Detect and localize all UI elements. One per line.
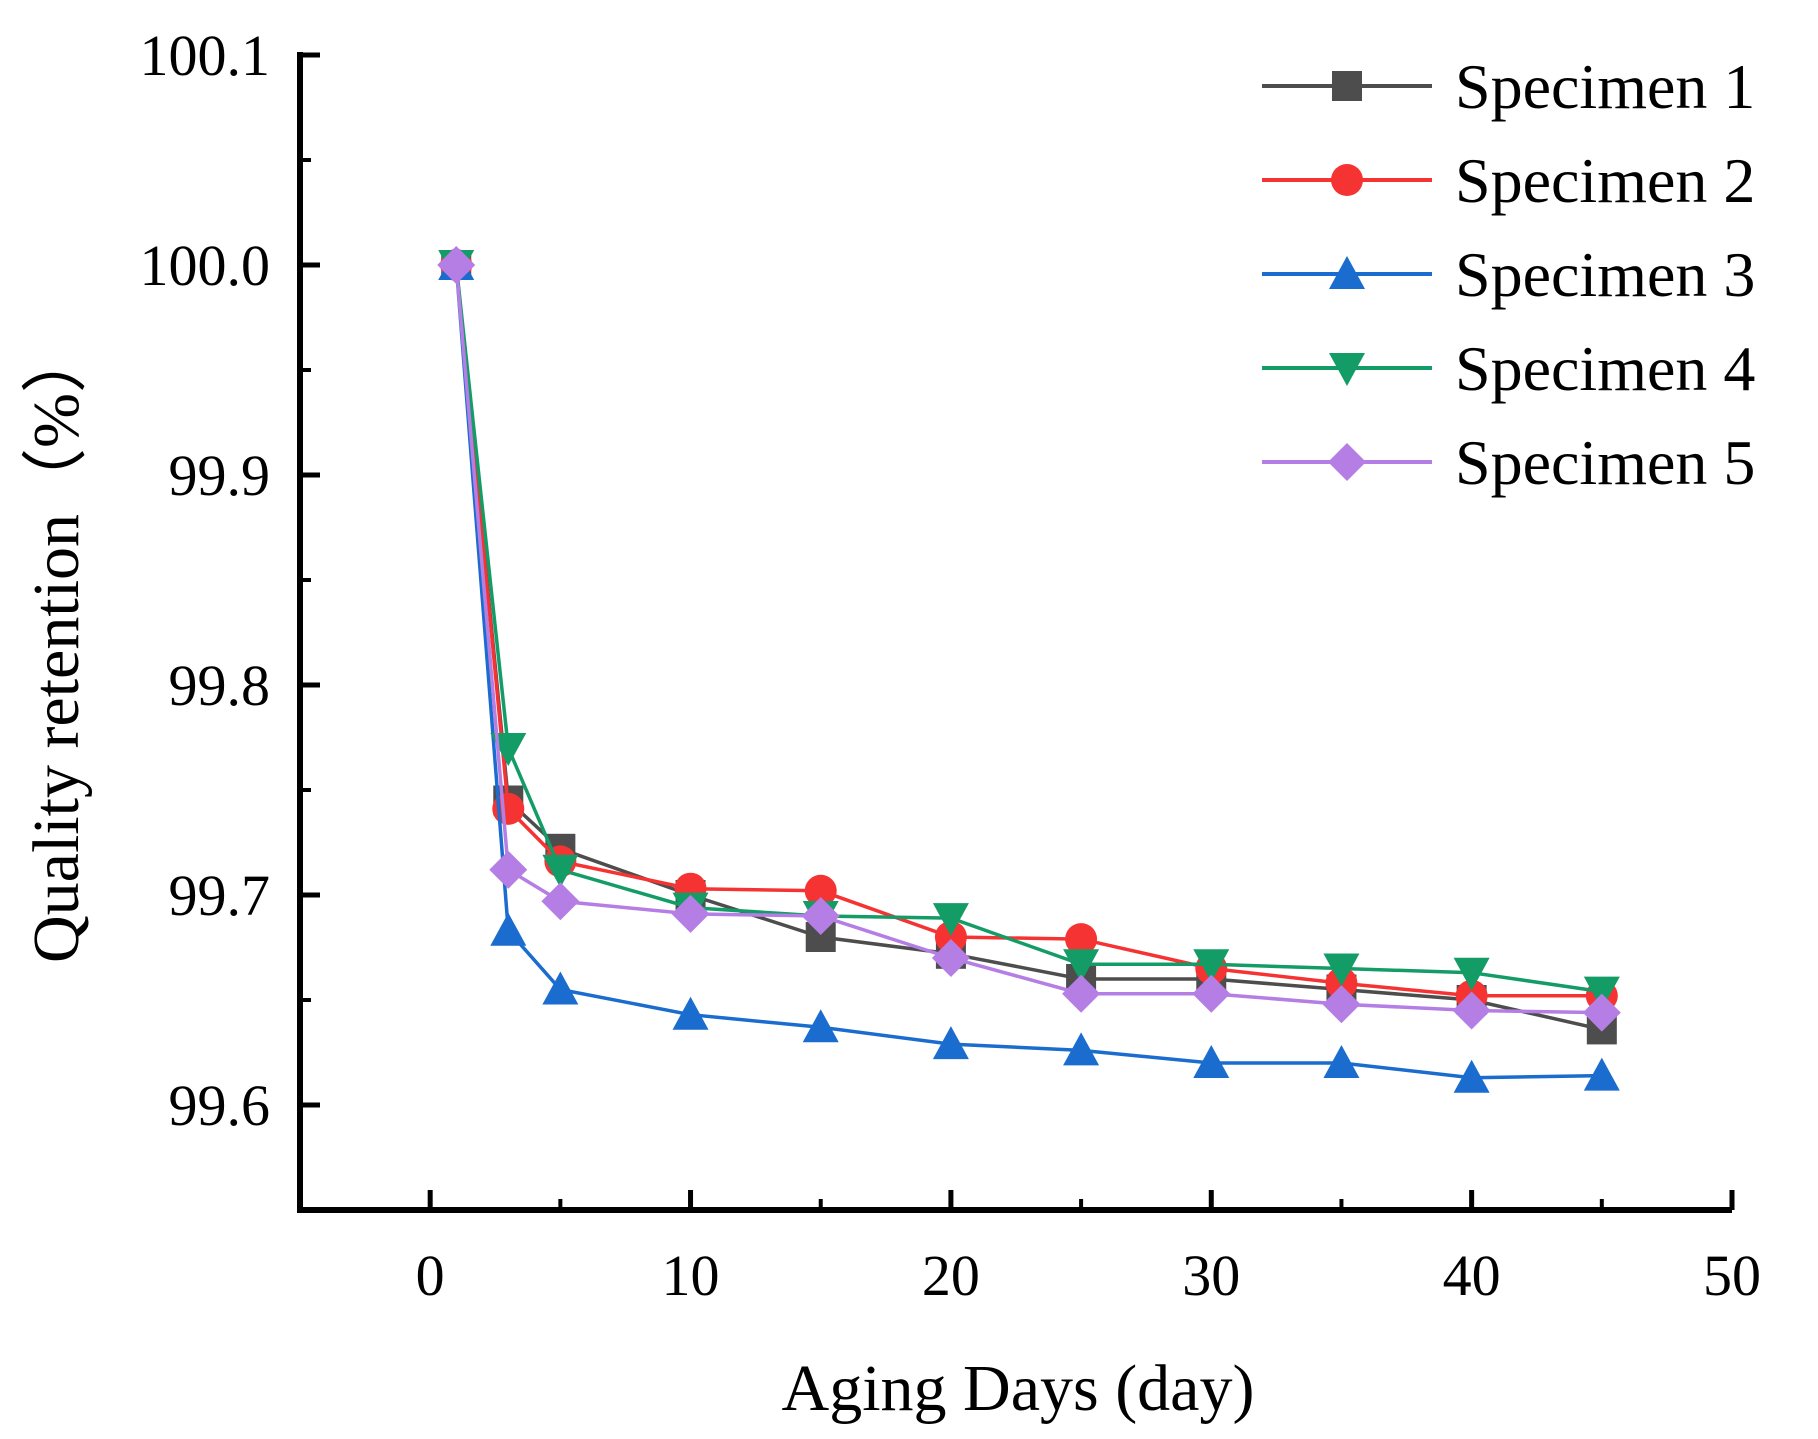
legend-item: Specimen 5 xyxy=(1262,427,1755,498)
legend: Specimen 1 Specimen 2 Specimen 3 Specimen 4… xyxy=(1262,51,1755,498)
series-line xyxy=(454,264,1602,998)
data-point xyxy=(1193,1045,1230,1078)
y-axis-title: Quality retention（%） xyxy=(20,327,93,963)
legend-label: Specimen 3 xyxy=(1455,239,1755,310)
axes xyxy=(297,52,1732,1213)
data-point xyxy=(804,874,837,907)
data-point xyxy=(542,971,579,1005)
series-line xyxy=(454,264,1603,1032)
data-point xyxy=(1192,974,1231,1013)
data-point xyxy=(1453,957,1490,991)
series-layer xyxy=(437,246,1621,1093)
data-point xyxy=(490,733,527,766)
series-2 xyxy=(440,249,1618,1012)
legend-marker xyxy=(1332,71,1362,101)
data-point xyxy=(1062,974,1101,1013)
x-tick-label: 50 xyxy=(1703,1243,1761,1308)
y-tick-label: 99.8 xyxy=(169,653,271,718)
data-point xyxy=(489,850,528,889)
data-point xyxy=(1322,985,1361,1024)
series-1 xyxy=(441,250,1617,1045)
y-tick-label: 100.1 xyxy=(140,23,271,88)
data-point xyxy=(802,1009,839,1043)
legend-item: Specimen 4 xyxy=(1262,333,1755,404)
series-5 xyxy=(437,246,1621,1032)
x-tick-label: 30 xyxy=(1182,1243,1240,1308)
series-line xyxy=(454,264,1603,994)
data-point xyxy=(542,854,579,888)
data-point xyxy=(1583,1057,1620,1091)
series-3 xyxy=(438,247,1620,1093)
legend-label: Specimen 5 xyxy=(1455,427,1755,498)
data-point xyxy=(671,894,710,933)
y-tick-label: 99.6 xyxy=(169,1073,271,1138)
data-point xyxy=(1583,976,1620,1010)
data-point xyxy=(932,1026,969,1060)
series-4 xyxy=(438,250,1620,1010)
legend-marker xyxy=(1331,164,1363,196)
y-tick-label: 100.0 xyxy=(140,233,271,298)
legend-marker xyxy=(1329,353,1365,386)
legend-item: Specimen 3 xyxy=(1262,239,1755,310)
data-point xyxy=(1063,1032,1100,1066)
x-axis-title: Aging Days (day) xyxy=(782,1352,1255,1425)
legend-label: Specimen 4 xyxy=(1455,333,1755,404)
data-point xyxy=(934,921,967,953)
x-tick-label: 10 xyxy=(662,1243,720,1308)
data-point xyxy=(1065,923,1098,956)
data-point xyxy=(437,246,476,284)
y-tick-label: 99.7 xyxy=(169,863,271,928)
legend-item: Specimen 1 xyxy=(1262,51,1755,122)
data-point xyxy=(1453,1059,1490,1093)
data-point xyxy=(541,882,580,921)
data-point xyxy=(1063,949,1100,983)
series-line xyxy=(454,264,1602,1015)
data-point xyxy=(801,897,840,935)
data-point xyxy=(1193,949,1230,983)
data-point xyxy=(490,912,527,946)
series-line xyxy=(454,264,1602,1080)
legend-label: Specimen 1 xyxy=(1455,51,1755,122)
data-point xyxy=(932,903,969,937)
data-point xyxy=(672,996,709,1030)
legend-label: Specimen 2 xyxy=(1455,145,1755,216)
legend-item: Specimen 2 xyxy=(1262,145,1755,216)
x-tick-label: 20 xyxy=(922,1243,980,1308)
data-point xyxy=(931,939,970,977)
data-point xyxy=(1582,993,1621,1032)
x-tick-label: 40 xyxy=(1443,1243,1501,1308)
legend-marker xyxy=(1328,443,1366,481)
data-point xyxy=(1323,953,1360,987)
legend-marker xyxy=(1329,256,1365,289)
data-point xyxy=(1323,1045,1360,1078)
data-point xyxy=(1452,991,1491,1030)
y-tick-label: 99.9 xyxy=(169,443,271,508)
ticks: 0 10 20 30 40 50 99.6 99.7 99.8 99.9 100.0 100.1 xyxy=(140,23,1762,1308)
x-tick-label: 0 xyxy=(416,1243,445,1308)
